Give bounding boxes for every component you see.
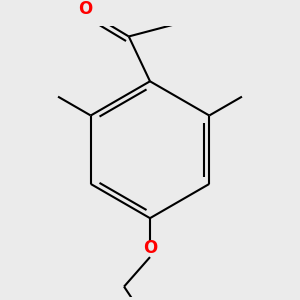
Text: O: O (78, 0, 92, 18)
Text: O: O (143, 239, 157, 257)
